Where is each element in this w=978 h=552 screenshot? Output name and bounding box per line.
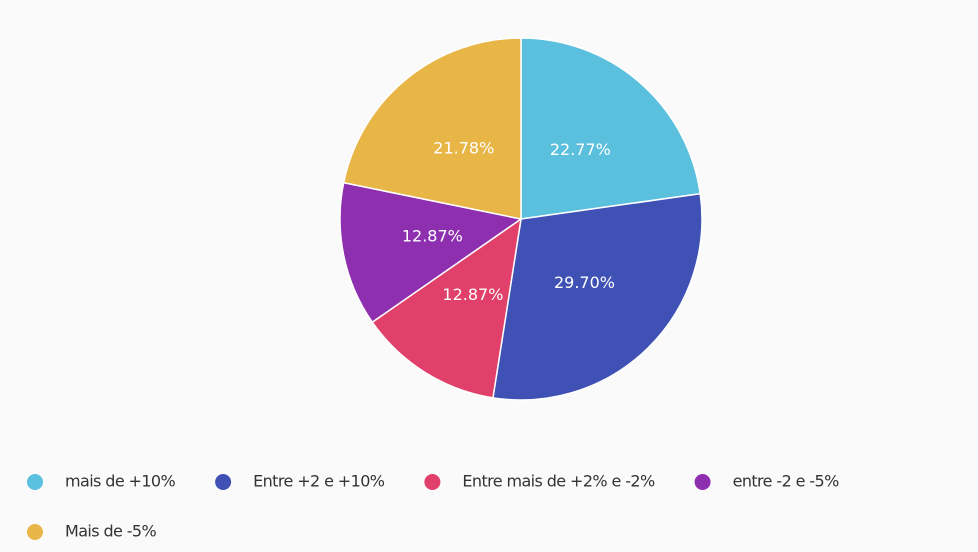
legend-marker [424,474,441,490]
legend-item: Entre mais de +2% e -2% [424,472,656,491]
legend-marker [215,474,232,490]
slice-label: 21.78% [433,138,494,157]
legend-label: entre -2 e -5% [733,472,840,491]
legend-label: Entre +2 e +10% [253,472,385,491]
pie-slice [339,181,523,324]
pie-slice [342,37,522,220]
slice-label: 12.87% [402,227,463,246]
pie-slice [520,37,702,220]
pie: 22.77% 29.70% 12.87% 12.87% 21.78% [339,37,703,401]
legend-label: Mais de -5% [65,522,157,541]
slice-label: 29.70% [554,273,615,292]
pie-slice [371,217,523,399]
slice-label: 12.87% [442,285,503,304]
legend-item: mais de +10% [27,472,176,491]
legend-item: Mais de -5% [27,522,157,541]
slice-label: 22.77% [550,140,611,159]
legend-marker [694,474,711,490]
legend-label: Entre mais de +2% e -2% [462,472,655,491]
legend: mais de +10% Entre +2 e +10% Entre mais de… [27,472,840,541]
pie-slice [492,192,703,401]
legend-marker [27,474,43,490]
legend-item: entre -2 e -5% [694,472,840,491]
legend-label: mais de +10% [65,472,176,491]
legend-marker [27,524,43,540]
legend-item: Entre +2 e +10% [215,472,385,491]
